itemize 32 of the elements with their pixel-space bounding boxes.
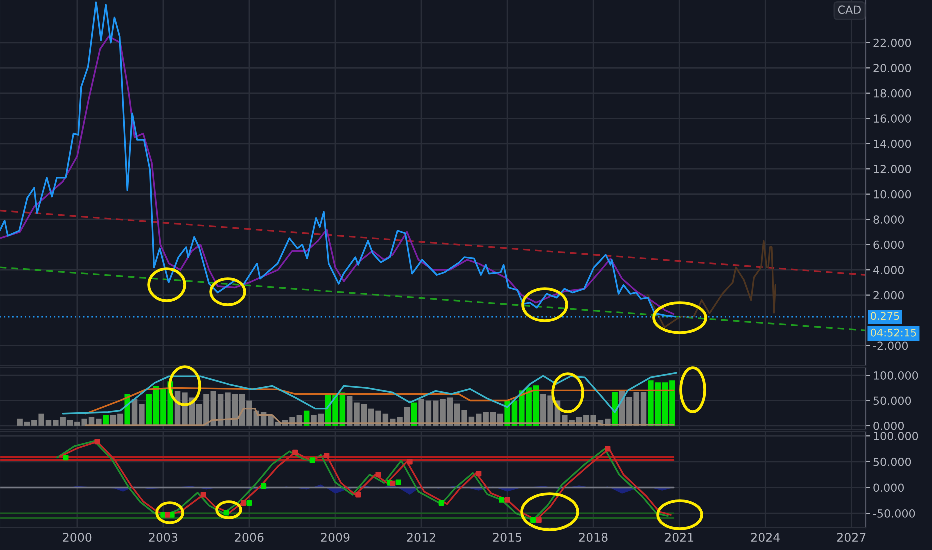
y-tick-label: 2.000 (874, 291, 904, 300)
x-tick-label: 2000 (63, 533, 92, 542)
y-tick-label: 50.000 (874, 458, 912, 466)
y-tick-label: 20.000 (874, 64, 912, 73)
x-tick-label: 2009 (321, 533, 350, 542)
y-tick-label: 0.000 (874, 484, 904, 492)
y-tick-label: 4.000 (873, 266, 904, 274)
x-tick-label: 2003 (149, 533, 178, 542)
y-tick-label: 16.000 (874, 114, 912, 124)
y-tick-label: -2.000 (873, 342, 908, 350)
y-tick-label: 10.000 (874, 190, 912, 199)
y-tick-label: 18.000 (874, 89, 912, 98)
x-tick-label: 2018 (579, 533, 608, 542)
y-tick-label: 22.000 (874, 38, 912, 48)
text: 04:52:15 (871, 328, 916, 337)
x-tick-label: 2024 (751, 533, 780, 542)
y-tick-label: 8.000 (874, 216, 904, 224)
y-tick-label: 50.000 (874, 396, 912, 406)
y-tick-label: 100.000 (874, 372, 918, 380)
x-tick-label: 2027 (838, 533, 866, 542)
y-tick-label: 0.000 (874, 422, 904, 430)
y-tick-label: 6.000 (874, 240, 904, 250)
y-tick-label: -50.000 (873, 510, 916, 518)
x-tick-label: 2021 (665, 533, 694, 542)
x-tick-label: 2015 (493, 533, 522, 542)
x-tick-label: 2012 (407, 533, 436, 542)
x-tick-label: 2006 (235, 533, 264, 542)
y-tick-label: 100.000 (874, 432, 918, 441)
y-tick-label: 14.000 (874, 140, 912, 148)
ref-line-label: 0.275 (871, 312, 900, 320)
annotation: CAD (838, 6, 862, 14)
y-tick-label: 12.000 (874, 165, 912, 174)
